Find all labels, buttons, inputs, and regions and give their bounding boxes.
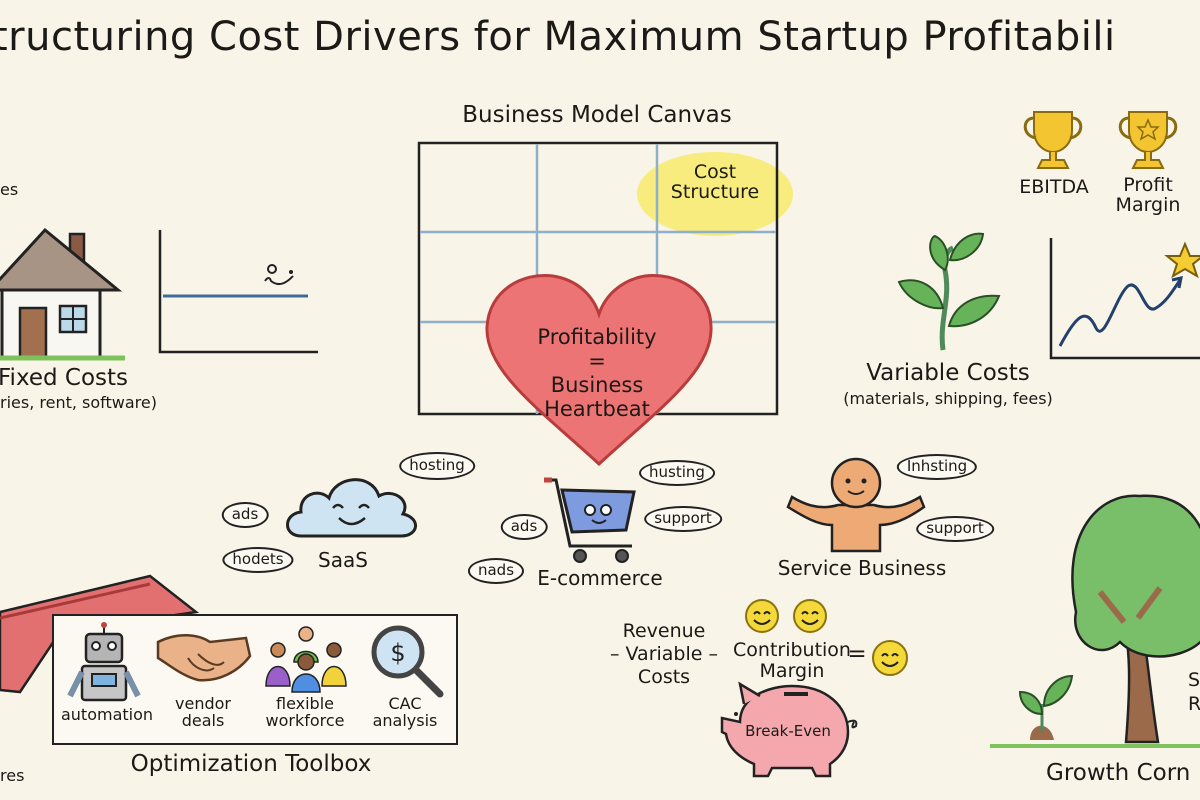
profit-line: Profit: [1123, 174, 1173, 196]
cost-structure-line2: Structure: [670, 180, 760, 203]
smiley-icons: [745, 599, 908, 676]
service-business-label: Service Business: [777, 556, 947, 580]
variable-costs-label: Variable Costs: [866, 360, 1030, 386]
flexible-line: flexible: [275, 694, 334, 713]
cost-structure-highlight: [637, 152, 793, 236]
ecommerce-bubble-support: support: [644, 506, 722, 532]
smiley-icon: [872, 640, 908, 676]
canvas-title: Business Model Canvas: [462, 102, 732, 128]
vendor-line: vendor: [175, 694, 231, 713]
saas-label: SaaS: [318, 548, 368, 572]
toolbox-item-flexible-workforce: flexible workforce: [265, 694, 345, 730]
smiley-icon: [745, 599, 779, 633]
growth-chart: [1049, 238, 1200, 360]
contribution-text: Contribution: [733, 639, 851, 661]
fixed-costs-sub: ries, rent, software): [0, 393, 157, 412]
star-icon: [1164, 241, 1200, 279]
equals-sign: =: [847, 641, 867, 667]
cost-structure-label: Cost Structure: [670, 161, 760, 203]
trophy-star-icon: [1118, 111, 1178, 169]
service-bubble-inhsting: Inhsting: [896, 454, 978, 480]
cac-line: CAC: [388, 694, 422, 713]
ebitda-label: EBITDA: [1019, 176, 1089, 198]
ecommerce-label: E-commerce: [537, 566, 663, 590]
margin-line: Margin: [1115, 193, 1181, 216]
variable-costs-sub: (materials, shipping, fees): [843, 389, 1053, 408]
robot-icon: [67, 622, 141, 702]
toolbox-item-cac-analysis: CAC analysis: [372, 694, 438, 730]
service-bubble-support: support: [916, 516, 994, 542]
formula-revenue-block: Revenue – Variable – Costs: [610, 620, 718, 689]
cut-line2: R: [1188, 693, 1200, 715]
workforce-line: workforce: [265, 710, 345, 730]
growth-corner-label: Growth Corn: [1046, 760, 1191, 786]
ecommerce-bubble-ads: ads: [500, 514, 548, 540]
piggy-bank-icon: [720, 681, 858, 778]
saas-bubble-ads: ads: [221, 502, 269, 528]
trophy-icon: [1023, 111, 1083, 169]
cloud-icon: [286, 478, 417, 538]
contribution-margin: Contribution Margin: [733, 640, 851, 682]
people-icon: [265, 626, 347, 693]
break-even-label: Break-Even: [745, 722, 831, 740]
cut-label-bottom-left: res: [0, 766, 25, 785]
magnifier-dollar-icon: $: [371, 625, 444, 698]
profit-margin-label: Profit Margin: [1115, 174, 1181, 216]
plant-icon: [897, 232, 1001, 351]
fixed-costs-label: Fixed Costs: [0, 365, 129, 391]
smiley-icon: [793, 599, 827, 633]
variable-text: Variable: [625, 643, 703, 665]
svg-text:$: $: [390, 639, 405, 667]
toolbox-item-automation: automation: [60, 705, 154, 724]
minus-sign: –: [708, 643, 719, 665]
house-icon: [0, 227, 125, 361]
heart-line1: Profitability: [537, 325, 657, 349]
revenue-text: Revenue: [622, 620, 706, 642]
ecommerce-bubble-husting: husting: [639, 460, 715, 486]
minus-sign: –: [609, 643, 620, 665]
ecommerce-bubble-nads: nads: [467, 558, 525, 584]
heart-line3: Business: [550, 373, 644, 397]
cut-label-top-left: es: [0, 180, 19, 199]
toolbox-item-vendor-deals: vendor deals: [175, 694, 231, 730]
heart-line4: Heartbeat: [544, 397, 650, 421]
cost-structure-line1: Cost: [693, 161, 737, 183]
person-icon: [786, 457, 926, 553]
deals-line: deals: [181, 710, 225, 730]
flat-cost-chart: [158, 230, 318, 354]
analysis-line: analysis: [372, 710, 438, 730]
saas-bubble-hosting: hosting: [399, 452, 475, 480]
heart-line2: =: [588, 349, 606, 373]
margin-text: Margin: [759, 660, 825, 682]
toolbox-title: Optimization Toolbox: [130, 751, 372, 777]
handshake-icon: [156, 634, 252, 682]
smiley-icon: [267, 264, 277, 274]
heart-text: Profitability = Business Heartbeat: [537, 325, 656, 421]
costs-text: Costs: [637, 666, 691, 688]
cut-line1: S: [1188, 669, 1200, 691]
heart-icon: [485, 273, 713, 467]
page-title: tructuring Cost Drivers for Maximum Star…: [0, 14, 1116, 60]
tree-icon: [990, 494, 1200, 748]
shopping-cart-icon: [544, 477, 636, 563]
saas-bubble-hodets: hodets: [222, 547, 294, 573]
